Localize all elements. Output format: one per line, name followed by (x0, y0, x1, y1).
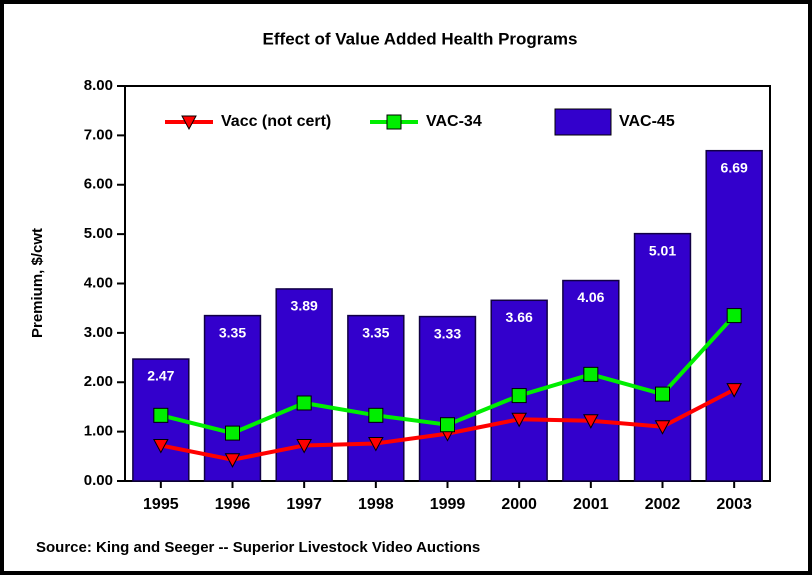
bar (418, 315, 477, 482)
marker (296, 438, 313, 454)
x-tick-label: 2001 (573, 496, 609, 513)
x-tick-label: 1997 (286, 496, 322, 513)
y-tick-label: 1.00 (84, 423, 113, 440)
bar (633, 232, 692, 482)
marker (583, 366, 599, 382)
y-tick-label: 3.00 (84, 324, 113, 341)
marker (224, 453, 241, 468)
value-label: 3.35 (362, 324, 389, 340)
legend-label: VAC-34 (426, 113, 482, 130)
y-tick-label: 4.00 (84, 274, 113, 291)
y-axis-label: Premium, $/cwt (29, 228, 46, 338)
marker (440, 417, 455, 433)
x-tick-label: 1996 (215, 496, 251, 513)
marker (181, 115, 197, 131)
y-tick-label: 7.00 (84, 126, 113, 143)
bar (347, 314, 405, 482)
x-tick-label: 2000 (501, 496, 537, 513)
x-tick-label: 2003 (716, 496, 752, 513)
marker (655, 386, 670, 402)
y-tick-label: 6.00 (84, 176, 113, 193)
value-label: 3.33 (434, 325, 461, 341)
value-label: 2.47 (147, 368, 174, 384)
y-tick-label: 2.00 (84, 373, 113, 390)
marker (511, 388, 527, 404)
marker (368, 407, 384, 423)
value-label: 5.01 (649, 242, 676, 258)
x-tick-label: 1999 (430, 496, 466, 513)
value-label: 3.66 (506, 309, 533, 325)
marker (225, 425, 240, 441)
marker (152, 438, 169, 454)
value-label: 3.89 (291, 298, 318, 314)
marker (296, 395, 312, 411)
value-label: 3.35 (219, 324, 246, 340)
x-tick-label: 1998 (358, 496, 394, 513)
marker (511, 412, 528, 428)
legend-label: Vacc (not cert) (221, 113, 331, 130)
legend-label: VAC-45 (619, 113, 675, 130)
y-tick-label: 8.00 (84, 77, 113, 94)
marker (386, 114, 402, 130)
source: Source: King and Seeger -- Superior Live… (36, 539, 480, 556)
marker (582, 414, 599, 429)
value-label: 6.69 (721, 159, 748, 175)
x-tick-label: 1995 (143, 496, 179, 513)
marker (726, 383, 743, 398)
marker (367, 436, 384, 452)
marker (726, 308, 742, 324)
y-tick-label: 0.00 (84, 472, 113, 489)
x-tick-label: 2002 (645, 496, 681, 513)
chart-title: Effect of Value Added Health Programs (263, 29, 578, 48)
value-label: 4.06 (577, 289, 604, 305)
marker (654, 420, 671, 435)
marker (153, 407, 169, 423)
legend-swatch (554, 108, 612, 136)
y-tick-label: 5.00 (84, 225, 113, 242)
